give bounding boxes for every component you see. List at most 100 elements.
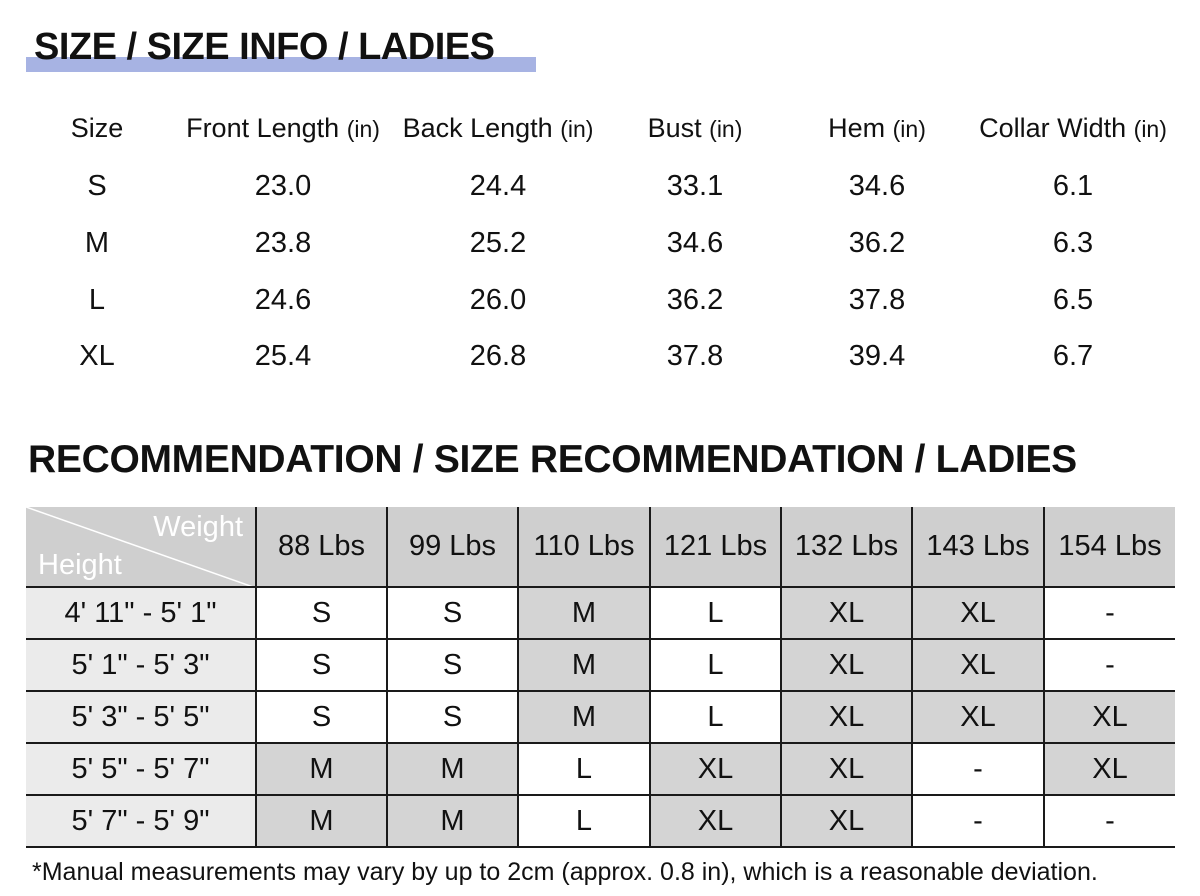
weight-header: 88 Lbs bbox=[255, 507, 388, 588]
recommendation-row: 5' 3" - 5' 5" S S M L XL XL XL bbox=[26, 690, 1175, 744]
measurement-value: 37.8 bbox=[848, 284, 906, 316]
recommended-size: XL bbox=[780, 742, 913, 796]
column-header: Hem (in) bbox=[828, 100, 926, 157]
size-info-row: XL 25.4 26.8 37.8 39.4 6.7 bbox=[0, 328, 1200, 384]
size-recommendation-table: Weight Height 88 Lbs 99 Lbs 110 Lbs 121 Lbs… bbox=[26, 507, 1175, 848]
recommended-size: L bbox=[649, 586, 782, 640]
size-info-row: L 24.6 26.0 36.2 37.8 6.5 bbox=[0, 272, 1200, 328]
recommended-size: M bbox=[517, 690, 651, 744]
recommended-size: XL bbox=[1043, 690, 1175, 744]
column-name: Bust bbox=[647, 113, 702, 143]
size-label: M bbox=[84, 227, 110, 259]
recommended-size: M bbox=[386, 742, 519, 796]
measurement-value: 36.2 bbox=[848, 227, 906, 259]
column-name: Size bbox=[70, 113, 124, 143]
weight-header: 121 Lbs bbox=[649, 507, 782, 588]
column-header: Front Length (in) bbox=[186, 100, 380, 157]
recommended-size: L bbox=[649, 690, 782, 744]
measurement-value: 6.3 bbox=[1052, 227, 1094, 259]
recommended-size: XL bbox=[911, 690, 1045, 744]
column-unit: (in) bbox=[346, 116, 380, 142]
size-label: XL bbox=[79, 340, 115, 372]
recommended-size: M bbox=[255, 742, 388, 796]
height-range: 4' 11" - 5' 1" bbox=[26, 586, 257, 640]
column-header: Collar Width (in) bbox=[979, 100, 1167, 157]
height-range: 5' 5" - 5' 7" bbox=[26, 742, 257, 796]
recommended-size: S bbox=[255, 690, 388, 744]
recommendation-row: 5' 5" - 5' 7" M M L XL XL - XL bbox=[26, 742, 1175, 796]
weight-header: 132 Lbs bbox=[780, 507, 913, 588]
column-unit: (in) bbox=[709, 116, 743, 142]
recommended-size: S bbox=[386, 638, 519, 692]
measurement-value: 23.0 bbox=[254, 170, 312, 202]
recommended-size: XL bbox=[1043, 742, 1175, 796]
recommended-size: S bbox=[255, 638, 388, 692]
measurement-value: 23.8 bbox=[254, 227, 312, 259]
height-range: 5' 3" - 5' 5" bbox=[26, 690, 257, 744]
weight-header: 154 Lbs bbox=[1043, 507, 1175, 588]
recommendation-row: 5' 1" - 5' 3" S S M L XL XL - bbox=[26, 638, 1175, 692]
recommended-size: M bbox=[517, 638, 651, 692]
measurement-value: 6.1 bbox=[1052, 170, 1094, 202]
column-header: Back Length (in) bbox=[403, 100, 594, 157]
measurement-value: 33.1 bbox=[666, 170, 724, 202]
column-name: Front Length bbox=[186, 113, 340, 143]
recommended-size: - bbox=[1043, 638, 1175, 692]
recommended-size: L bbox=[517, 794, 651, 848]
header-row: Weight Height 88 Lbs 99 Lbs 110 Lbs 121 Lbs… bbox=[26, 507, 1175, 588]
measurement-value: 36.2 bbox=[666, 284, 724, 316]
size-label: S bbox=[87, 170, 107, 202]
measurement-value: 26.0 bbox=[469, 284, 527, 316]
recommended-size: XL bbox=[649, 794, 782, 848]
measurement-value: 34.6 bbox=[666, 227, 724, 259]
column-unit: (in) bbox=[1133, 116, 1167, 142]
column-name: Hem bbox=[828, 113, 886, 143]
size-info-row: S 23.0 24.4 33.1 34.6 6.1 bbox=[0, 158, 1200, 214]
measurement-value: 26.8 bbox=[469, 340, 527, 372]
weight-label: Weight bbox=[153, 511, 243, 543]
recommended-size: XL bbox=[780, 794, 913, 848]
title-highlight bbox=[26, 57, 536, 72]
measurement-value: 6.5 bbox=[1052, 284, 1094, 316]
column-unit: (in) bbox=[892, 116, 926, 142]
height-label: Height bbox=[38, 549, 122, 581]
recommended-size: S bbox=[386, 690, 519, 744]
column-header: Bust (in) bbox=[648, 100, 743, 157]
recommended-size: XL bbox=[780, 586, 913, 640]
recommendation-row: 4' 11" - 5' 1" S S M L XL XL - bbox=[26, 586, 1175, 640]
column-unit: (in) bbox=[560, 116, 594, 142]
size-info-title-text: SIZE / SIZE INFO / LADIES bbox=[34, 26, 495, 68]
recommended-size: S bbox=[255, 586, 388, 640]
measurement-value: 37.8 bbox=[666, 340, 724, 372]
column-name: Back Length bbox=[402, 113, 553, 143]
recommended-size: M bbox=[386, 794, 519, 848]
recommended-size: - bbox=[1043, 794, 1175, 848]
size-info-title: SIZE / SIZE INFO / LADIES bbox=[24, 22, 536, 72]
size-info-row: M 23.8 25.2 34.6 36.2 6.3 bbox=[0, 215, 1200, 271]
recommended-size: XL bbox=[911, 586, 1045, 640]
corner-header: Weight Height bbox=[26, 507, 257, 588]
measurement-value: 24.6 bbox=[254, 284, 312, 316]
recommended-size: XL bbox=[911, 638, 1045, 692]
size-info-header-row: Size Front Length (in) Back Length (in) Bus… bbox=[0, 100, 1200, 156]
column-name: Collar Width bbox=[979, 113, 1127, 143]
column-header: Size bbox=[71, 100, 124, 156]
measurement-value: 39.4 bbox=[848, 340, 906, 372]
recommendation-row: 5' 7" - 5' 9" M M L XL XL - - bbox=[26, 794, 1175, 848]
recommendation-title: RECOMMENDATION / SIZE RECOMMENDATION / L… bbox=[28, 438, 1077, 481]
size-label: L bbox=[88, 284, 106, 316]
recommended-size: M bbox=[517, 586, 651, 640]
weight-header: 143 Lbs bbox=[911, 507, 1045, 588]
height-range: 5' 1" - 5' 3" bbox=[26, 638, 257, 692]
diagonal-divider bbox=[26, 507, 250, 585]
recommended-size: XL bbox=[649, 742, 782, 796]
weight-header: 110 Lbs bbox=[517, 507, 651, 588]
recommended-size: L bbox=[517, 742, 651, 796]
measurement-value: 25.4 bbox=[254, 340, 312, 372]
weight-header: 99 Lbs bbox=[386, 507, 519, 588]
measurement-value: 6.7 bbox=[1052, 340, 1094, 372]
recommended-size: XL bbox=[780, 638, 913, 692]
recommended-size: M bbox=[255, 794, 388, 848]
measurement-value: 34.6 bbox=[848, 170, 906, 202]
recommended-size: XL bbox=[780, 690, 913, 744]
